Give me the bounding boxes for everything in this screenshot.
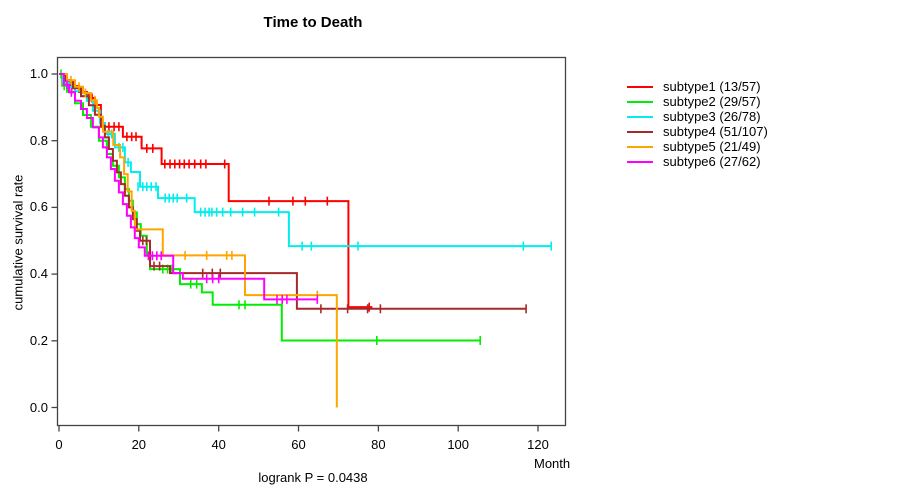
x-tick-label: 100 xyxy=(447,437,470,452)
legend-item-subtype1: subtype1 (13/57) xyxy=(627,79,768,94)
legend-line-swatch xyxy=(627,130,653,133)
legend-line-swatch xyxy=(627,160,653,163)
legend-item-subtype6: subtype6 (27/62) xyxy=(627,154,768,169)
y-tick-label: 0.6 xyxy=(29,199,48,215)
survival-curve-subtype5 xyxy=(59,73,338,408)
x-tick-label: 60 xyxy=(291,437,306,452)
legend-label: subtype2 (29/57) xyxy=(663,94,761,109)
legend-line-swatch xyxy=(627,100,653,103)
legend-label: subtype3 (26/78) xyxy=(663,109,761,124)
y-axis-label: cumulative survival rate xyxy=(10,174,26,311)
survival-curve-subtype2 xyxy=(59,73,481,342)
legend-item-subtype3: subtype3 (26/78) xyxy=(627,109,768,124)
legend: subtype1 (13/57) subtype2 (29/57) subtype3… xyxy=(627,79,768,169)
x-axis-label: Month xyxy=(534,456,571,471)
legend-line-swatch xyxy=(627,145,653,148)
x-tick-label: 120 xyxy=(527,437,549,452)
x-tick-label: 40 xyxy=(211,437,226,452)
x-tick-label: 0 xyxy=(55,437,63,452)
y-tick-label: 0.2 xyxy=(29,332,48,348)
logrank-annotation: logrank P = 0.0438 xyxy=(258,470,368,485)
legend-item-subtype2: subtype2 (29/57) xyxy=(627,94,768,109)
legend-line-swatch xyxy=(627,115,653,118)
x-tick-label: 20 xyxy=(131,437,147,452)
legend-label: subtype5 (21/49) xyxy=(663,139,761,154)
y-tick-label: 1.0 xyxy=(29,66,48,81)
survival-curve-subtype3 xyxy=(59,73,552,248)
chart-title: Time to Death xyxy=(263,14,363,31)
plot-border xyxy=(56,56,567,427)
legend-item-subtype4: subtype4 (51/107) xyxy=(627,124,768,139)
legend-line-swatch xyxy=(627,85,653,88)
y-tick-label: 0.8 xyxy=(29,132,48,148)
legend-label: subtype4 (51/107) xyxy=(663,124,768,139)
y-tick-label: 0.0 xyxy=(29,399,48,415)
legend-label: subtype6 (27/62) xyxy=(663,154,761,169)
legend-item-subtype5: subtype5 (21/49) xyxy=(627,139,768,154)
y-tick-label: 0.4 xyxy=(29,266,48,282)
x-tick-label: 80 xyxy=(371,437,386,452)
survival-curve-subtype6 xyxy=(59,73,318,301)
legend-label: subtype1 (13/57) xyxy=(663,79,761,94)
